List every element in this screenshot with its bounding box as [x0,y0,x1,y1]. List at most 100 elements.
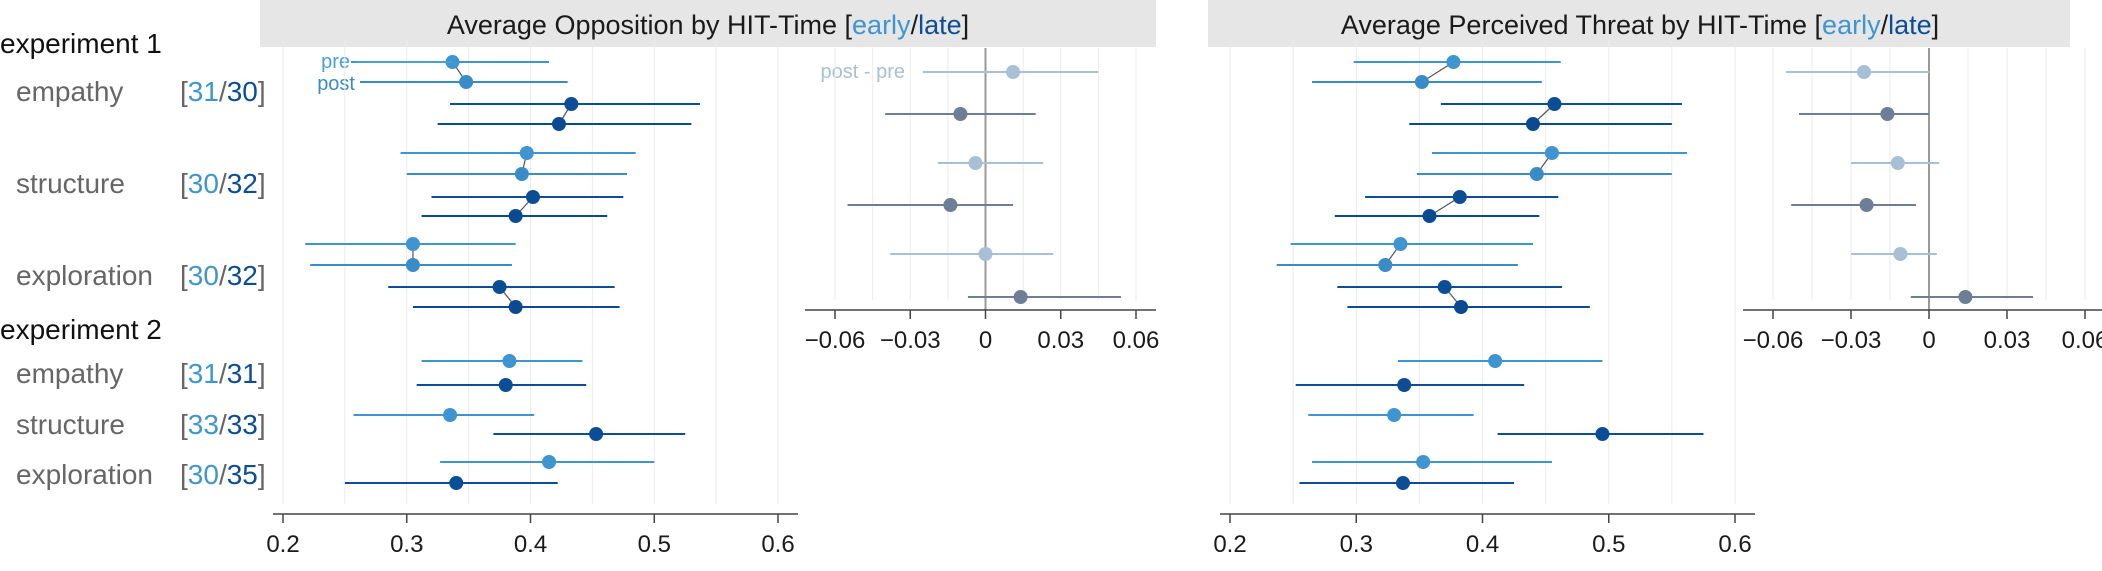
bracket-close: ] [258,76,266,107]
x-tick-label: 0.2 [1213,531,1246,558]
point-diff [953,107,968,121]
bracket-close: ] [258,260,266,291]
point-post [1526,117,1540,131]
point-diff [968,156,983,170]
condition-label-exp1-structure: structure [16,168,125,199]
panel-title-opposition-early: early [852,10,911,40]
point-diff [1857,65,1871,79]
x-tick-label: 0 [979,327,992,354]
x-tick-label: 0.03 [1984,327,2031,354]
n-late: 31 [227,358,258,389]
n-late: 30 [227,76,258,107]
x-tick-label: 0.4 [1466,531,1499,558]
bracket-open: [ [180,358,188,389]
n-sep: / [219,168,227,199]
x-tick-label: 0 [1922,327,1935,354]
panel-title-opposition-close: ] [962,10,970,40]
bracket-close: ] [258,168,266,199]
point-estimate [1395,476,1410,490]
panel-title-threat-late: late [1888,10,1932,40]
panel-title-threat: Average Perceived Threat by HIT-Time [ea… [1341,10,1939,40]
n-label-exp1-empathy: [31/30] [180,76,266,107]
point-post [514,167,529,181]
point-diff [978,247,993,261]
x-tick-label: 0.6 [1718,531,1751,558]
point-diff [1958,290,1973,304]
n-sep: / [219,76,227,107]
panel-title-threat-early: early [1822,10,1881,40]
bracket-open: [ [180,409,188,440]
title-bar-left [260,0,1156,47]
point-pre [525,190,540,204]
point-diff [1006,65,1021,79]
bracket-open: [ [180,260,188,291]
n-late: 33 [227,409,258,440]
point-pre [1393,237,1408,251]
n-early: 31 [188,76,219,107]
x-tick-label: 0.2 [266,531,299,558]
x-tick-label: 0.06 [2062,327,2102,354]
point-post [1422,209,1437,223]
condition-label-exp2-exploration: exploration [16,459,153,490]
bracket-close: ] [258,358,266,389]
condition-label-exp2-structure: structure [16,409,125,440]
point-pre [1544,146,1559,160]
point-pre [405,237,420,251]
x-tick-label: −0.06 [805,327,866,354]
panel-title-opposition: Average Opposition by HIT-Time [early/la… [447,10,969,40]
point-pre [1446,55,1461,69]
n-label-exp2-structure: [33/33] [180,409,266,440]
bracket-open: [ [180,459,188,490]
condition-label-exp2-empathy: empathy [16,358,123,389]
bracket-close: ] [258,459,266,490]
x-tick-label: −0.06 [1743,327,1804,354]
point-post [1378,258,1393,272]
n-sep: / [219,358,227,389]
point-diff [1893,247,1908,261]
n-early: 30 [188,260,219,291]
point-pre [1437,280,1452,294]
point-post [551,117,566,131]
panel-title-opposition-sep: / [911,10,919,40]
point-estimate [1397,378,1412,392]
x-tick-label: 0.03 [1037,327,1084,354]
panel-title-threat-text: Average Perceived Threat by HIT-Time [ [1341,10,1823,40]
x-tick-label: 0.3 [1340,531,1373,558]
n-late: 32 [227,168,258,199]
point-pre [1547,97,1562,111]
point-diff [1859,198,1874,212]
point-estimate [1595,427,1610,441]
point-pre [1452,190,1467,204]
bracket-open: [ [180,76,188,107]
bracket-close: ] [258,409,266,440]
n-sep: / [219,459,227,490]
point-post [1454,300,1469,314]
marks-layer [305,55,2033,490]
n-label-exp2-exploration: [30/35] [180,459,266,490]
legend-post-label: post [317,73,355,95]
n-early: 30 [188,168,219,199]
n-early: 31 [188,358,219,389]
panel-title-opposition-text: Average Opposition by HIT-Time [ [447,10,853,40]
point-diff [1013,290,1028,304]
legend-diff-label: post - pre [821,61,905,83]
panel-title-threat-close: ] [1932,10,1940,40]
point-estimate [1488,354,1503,368]
point-estimate [502,354,517,368]
title-bar-right [1208,0,2070,47]
n-late: 32 [227,260,258,291]
point-post [1529,167,1544,181]
x-tick-label: 0.06 [1113,327,1160,354]
x-tick-label: 0.6 [761,531,794,558]
point-estimate [589,427,604,441]
point-diff [943,198,958,212]
n-sep: / [219,409,227,440]
x-tick-label: 0.5 [1592,531,1625,558]
n-early: 30 [188,459,219,490]
n-early: 33 [188,409,219,440]
panel-title-threat-sep: / [1881,10,1889,40]
x-tick-label: −0.03 [880,327,941,354]
x-tick-label: 0.4 [514,531,547,558]
axis-layer: 0.2 0.3 0.4 0.5 0.6 −0.06 −0.03 0 0.03 0.06 0.2 0.3… [266,48,2102,558]
